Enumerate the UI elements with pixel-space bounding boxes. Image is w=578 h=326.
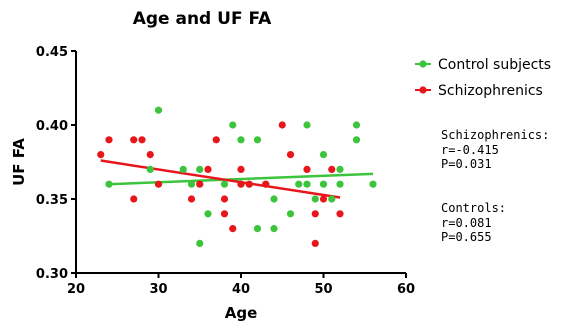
point-control	[319, 180, 328, 188]
point-control	[369, 180, 377, 188]
point-control	[146, 165, 154, 173]
x-tick-label: 50	[314, 282, 332, 297]
point-schizophrenics	[328, 165, 336, 173]
x-tick-label: 40	[232, 282, 250, 297]
regression-lines	[100, 159, 374, 199]
point-schizophrenics	[196, 180, 204, 188]
axis-ticks: 20 30 40 50 60 0.30 0.35 0.40 0.45	[36, 45, 415, 297]
point-control	[220, 180, 229, 188]
point-schizophrenics	[229, 225, 237, 233]
point-schizophrenics	[262, 180, 270, 188]
y-axis-label: UF FA	[10, 138, 28, 186]
point-schizophrenics	[220, 195, 229, 203]
x-tick-label: 30	[149, 282, 167, 297]
point-schizophrenics	[278, 121, 286, 129]
legend-swatch-dot-control	[419, 60, 427, 68]
stats-controls-p: P=0.655	[441, 230, 492, 244]
x-axis-label: Age	[225, 304, 258, 322]
point-schizophrenics	[130, 195, 138, 203]
stats-controls: Controls: r=0.081 P=0.655	[441, 201, 506, 245]
legend-item-schizophrenics: Schizophrenics	[415, 83, 543, 99]
point-control	[286, 210, 295, 218]
point-schizophrenics	[311, 239, 319, 247]
point-control	[352, 121, 361, 129]
point-schizophrenics	[146, 151, 154, 159]
legend-label-control: Control subjects	[438, 57, 551, 73]
point-control	[336, 180, 344, 188]
point-control	[187, 180, 196, 188]
y-tick-label: 0.45	[36, 45, 68, 60]
y-tick-label: 0.40	[36, 119, 68, 134]
legend-label-schizophrenics: Schizophrenics	[438, 83, 543, 99]
point-schizophrenics	[130, 136, 138, 144]
point-control	[319, 151, 328, 159]
point-schizophrenics	[237, 165, 245, 173]
data-points	[97, 106, 377, 247]
point-schizophrenics	[154, 180, 163, 188]
point-control	[328, 195, 336, 203]
stats-schizophrenics-r: r=-0.415	[441, 142, 499, 157]
point-schizophrenics	[319, 195, 328, 203]
point-schizophrenics	[311, 210, 319, 218]
point-schizophrenics	[336, 210, 344, 218]
point-control	[352, 136, 361, 144]
regression-line-schizophrenics	[100, 159, 341, 199]
point-schizophrenics	[138, 136, 146, 144]
stats-schizophrenics: Schizophrenics: r=-0.415 P=0.031	[441, 128, 549, 172]
x-tick-label: 20	[67, 282, 85, 297]
point-schizophrenics	[97, 151, 105, 159]
point-control	[196, 239, 204, 247]
legend: Control subjects Schizophrenics	[415, 57, 551, 99]
point-control	[237, 136, 245, 144]
regression-line-control	[108, 172, 374, 186]
y-tick-label: 0.35	[36, 193, 68, 208]
point-control	[303, 180, 311, 188]
stats-controls-heading: Controls:	[441, 201, 507, 215]
point-control	[253, 225, 262, 233]
point-schizophrenics	[204, 165, 212, 173]
point-schizophrenics	[212, 136, 220, 144]
point-schizophrenics	[187, 195, 196, 203]
point-control	[303, 121, 311, 129]
point-schizophrenics	[286, 151, 295, 159]
point-control	[204, 210, 212, 218]
point-control	[105, 180, 113, 188]
point-schizophrenics	[303, 165, 311, 173]
point-control	[179, 165, 187, 173]
point-control	[196, 165, 204, 173]
point-schizophrenics	[220, 210, 229, 218]
point-control	[336, 165, 344, 173]
point-schizophrenics	[105, 136, 113, 144]
stats-schizophrenics-p: P=0.031	[441, 157, 492, 171]
chart-title: Age and UF FA	[133, 9, 272, 29]
point-control	[270, 225, 278, 233]
point-control	[154, 106, 163, 114]
stats-schizophrenics-heading: Schizophrenics:	[441, 128, 550, 142]
legend-swatch-dot-schizophrenics	[419, 86, 427, 94]
axes	[71, 51, 406, 278]
point-control	[253, 136, 262, 144]
legend-item-control: Control subjects	[415, 57, 551, 73]
y-tick-label: 0.30	[36, 267, 68, 282]
point-schizophrenics	[237, 180, 245, 188]
point-schizophrenics	[245, 180, 253, 188]
stats-controls-r: r=0.081	[441, 215, 492, 230]
point-control	[295, 180, 303, 188]
point-control	[229, 121, 237, 129]
point-control	[270, 195, 278, 203]
point-control	[311, 195, 319, 203]
x-tick-label: 60	[397, 282, 415, 297]
